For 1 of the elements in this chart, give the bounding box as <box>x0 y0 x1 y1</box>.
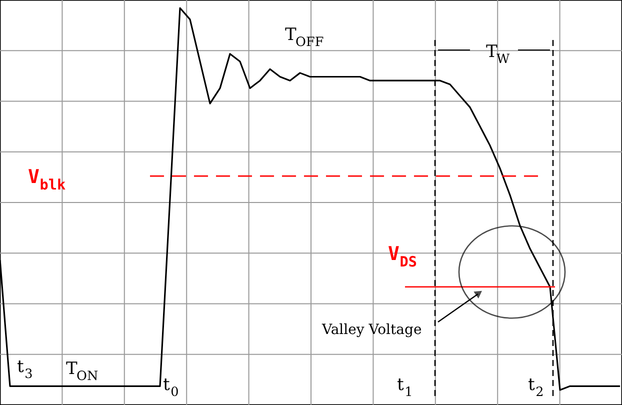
annotation: Valley Voltage <box>321 322 422 338</box>
